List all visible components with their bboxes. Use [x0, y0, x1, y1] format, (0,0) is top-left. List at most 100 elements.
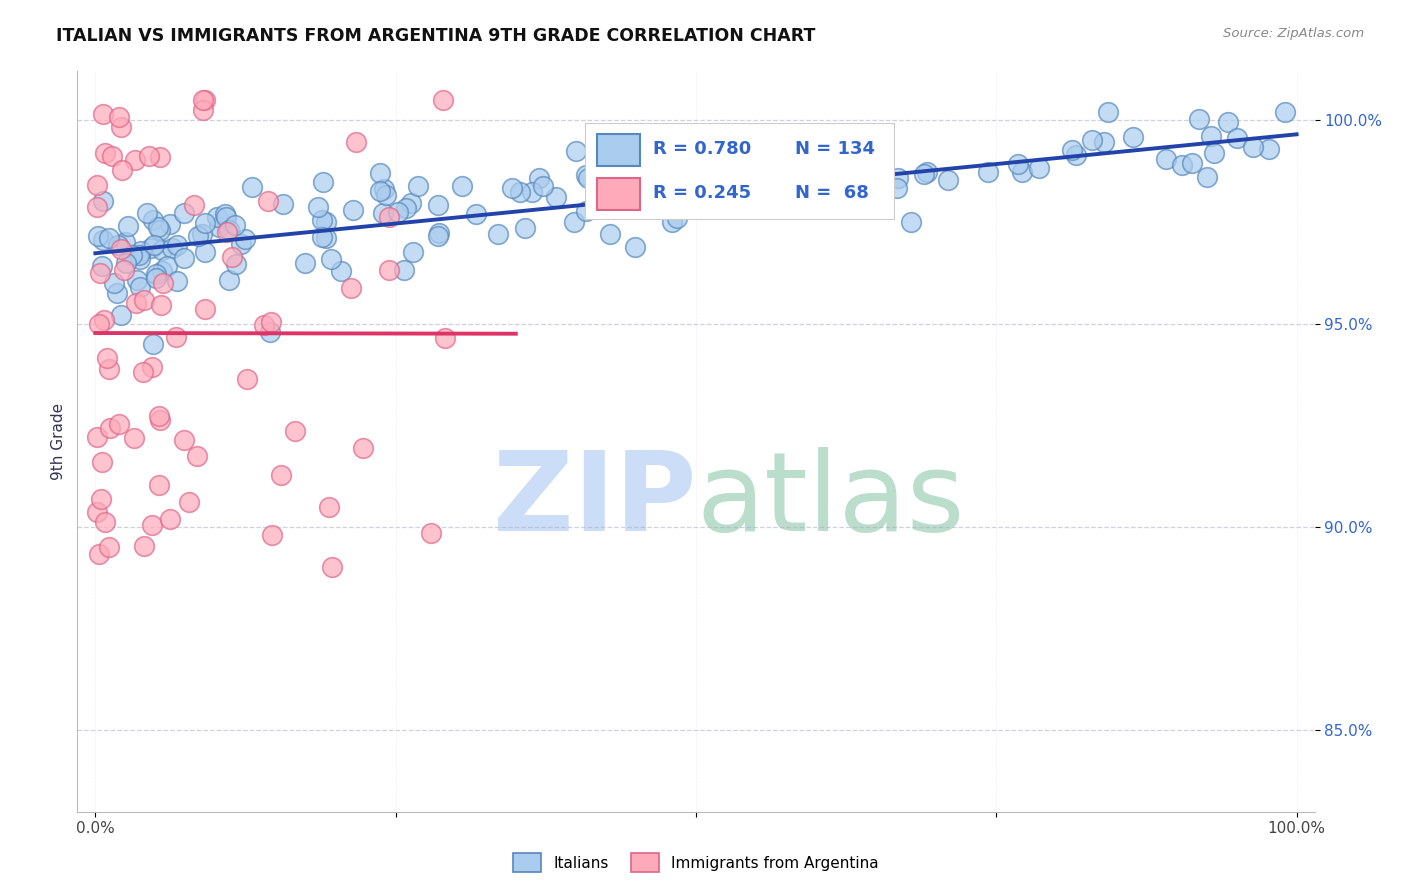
Point [183, 197, 205, 211]
Point [131, 244, 153, 258]
Point [91, 233, 114, 247]
Point [125, 295, 148, 310]
Point [1081, 133, 1104, 147]
Point [233, 231, 256, 245]
Point [132, 365, 155, 379]
Point [284, 424, 307, 438]
Point [1226, 131, 1249, 145]
Point [107, 110, 129, 124]
Point [808, 190, 831, 204]
Point [89, 266, 111, 280]
Point [87, 228, 110, 243]
Point [187, 228, 209, 243]
Point [97, 541, 120, 555]
Point [122, 431, 145, 445]
Point [89, 318, 111, 332]
FancyBboxPatch shape [598, 134, 640, 166]
Point [486, 227, 509, 241]
Point [565, 144, 588, 158]
Point [603, 169, 626, 183]
Point [208, 219, 231, 234]
Point [666, 211, 689, 226]
Point [194, 302, 217, 317]
Point [395, 201, 418, 215]
Point [186, 449, 208, 463]
Point [86, 200, 108, 214]
Point [575, 204, 598, 219]
Point [378, 263, 401, 277]
Point [117, 219, 139, 233]
Point [1011, 165, 1033, 179]
Point [132, 539, 155, 553]
Point [427, 197, 450, 211]
Point [128, 280, 150, 294]
Point [86, 505, 108, 519]
Y-axis label: 9th Grade: 9th Grade [51, 403, 66, 480]
Point [1257, 142, 1279, 156]
Point [152, 276, 174, 290]
FancyBboxPatch shape [598, 178, 640, 210]
Point [90, 492, 112, 507]
Point [165, 330, 187, 344]
Point [976, 164, 998, 178]
Point [149, 223, 172, 237]
Point [562, 215, 585, 229]
Text: ITALIAN VS IMMIGRANTS FROM ARGENTINA 9TH GRADE CORRELATION CHART: ITALIAN VS IMMIGRANTS FROM ARGENTINA 9TH… [56, 27, 815, 45]
Point [520, 185, 543, 199]
Point [420, 526, 443, 541]
Point [124, 153, 146, 167]
Point [218, 273, 240, 287]
Point [90, 259, 112, 273]
Point [368, 184, 391, 198]
Point [214, 207, 236, 221]
Point [311, 230, 333, 244]
Point [93, 312, 115, 326]
Point [1170, 158, 1192, 172]
Point [155, 260, 177, 274]
Point [1181, 155, 1204, 169]
Point [1216, 114, 1239, 128]
Point [319, 252, 342, 267]
Point [193, 93, 215, 107]
Point [374, 187, 396, 202]
Point [434, 331, 457, 345]
Point [179, 495, 201, 509]
Point [253, 318, 276, 332]
Point [194, 93, 217, 107]
Point [112, 263, 135, 277]
Point [831, 158, 853, 172]
Point [110, 120, 132, 134]
Point [121, 248, 143, 262]
Point [368, 166, 391, 180]
Point [426, 228, 449, 243]
Point [546, 190, 568, 204]
Point [94, 515, 117, 529]
Point [915, 165, 938, 179]
Point [110, 242, 132, 256]
Point [173, 434, 195, 448]
Point [260, 315, 283, 329]
Point [373, 182, 395, 196]
Point [107, 238, 129, 252]
Text: Source: ZipAtlas.com: Source: ZipAtlas.com [1223, 27, 1364, 40]
Point [115, 256, 138, 270]
Point [194, 216, 217, 230]
Point [821, 171, 844, 186]
Point [315, 214, 337, 228]
Point [576, 171, 599, 186]
Point [330, 264, 353, 278]
Point [89, 547, 111, 561]
Point [652, 185, 675, 199]
Point [1188, 112, 1211, 126]
Point [235, 372, 257, 386]
Point [86, 430, 108, 444]
Point [527, 171, 550, 186]
Point [1060, 143, 1083, 157]
Point [150, 298, 173, 312]
Point [900, 215, 922, 229]
Point [531, 178, 554, 193]
Point [259, 325, 281, 339]
Point [225, 257, 247, 271]
Point [221, 250, 243, 264]
Point [148, 478, 170, 492]
